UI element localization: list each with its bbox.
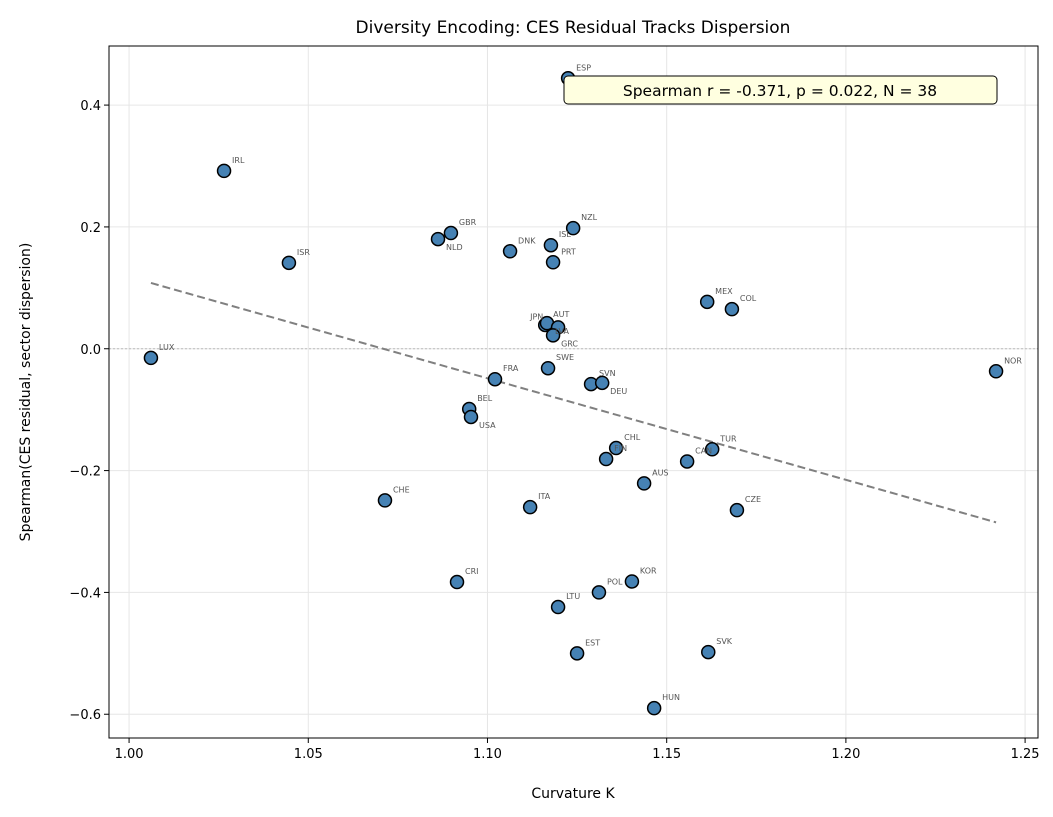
point-label: NZL: [581, 213, 597, 222]
data-point: [522, 499, 538, 515]
grid: [109, 46, 1038, 738]
y-tick-label: −0.4: [69, 586, 101, 601]
y-tick-label: 0.2: [80, 221, 101, 236]
point-label: JPN: [529, 312, 543, 321]
data-point: [463, 409, 479, 425]
data-point: [545, 328, 561, 343]
data-point: [699, 294, 715, 310]
data-point: [729, 502, 745, 518]
data-point: [679, 454, 695, 469]
ticks: 1.00 1.05 1.10 1.15 1.20 1.25 −0.6 −0.4 −0.2 0.0 0…: [69, 99, 1039, 762]
chart-title: Diversity Encoding: CES Residual Tracks …: [356, 18, 791, 38]
point-label: LTU: [566, 592, 580, 601]
data-point: [988, 364, 1004, 379]
data-point: [565, 220, 581, 236]
data-point: [449, 574, 465, 590]
point-label: CAN: [695, 446, 712, 455]
data-point: [646, 700, 662, 716]
data-point: [281, 255, 297, 271]
data-point: [608, 440, 624, 456]
y-tick-label: 0.4: [80, 99, 101, 114]
data-point: [430, 231, 446, 247]
x-tick-label: 1.20: [831, 747, 860, 762]
data-point: [377, 493, 393, 508]
point-label: MEX: [715, 287, 733, 296]
data-point: [216, 163, 232, 179]
data-point: [636, 476, 652, 491]
data-point: [143, 350, 159, 366]
point-label: LUX: [159, 343, 175, 352]
point-label: LVA: [555, 327, 570, 336]
annotation-box: Spearman r = -0.371, p = 0.022, N = 38: [563, 75, 998, 105]
plot-frame: [108, 45, 1039, 739]
point-label: NOR: [1004, 356, 1022, 365]
point-label: AUS: [652, 468, 668, 477]
point-label: COL: [740, 294, 757, 303]
point-labels: ESP IRL ISR LUX GBR NLD DNK ISL PRT NZL AUT LVA JPN G…: [159, 63, 1022, 702]
point-label: EST: [585, 638, 600, 647]
point-label: ISR: [297, 248, 310, 257]
point-label: DEU: [610, 387, 627, 396]
point-label: ESP: [576, 63, 591, 72]
point-label: AUT: [553, 310, 569, 319]
data-point: [591, 585, 607, 600]
point-label: CHE: [393, 485, 410, 494]
point-label: POL: [607, 577, 623, 586]
point-label: SWE: [556, 353, 574, 362]
y-tick-label: −0.6: [69, 708, 101, 723]
trend-line: [150, 281, 997, 524]
point-label: FIN: [614, 444, 627, 453]
point-label: HUN: [662, 693, 680, 702]
data-point: [502, 244, 518, 259]
point-label: TUR: [719, 434, 737, 443]
point-label: ISL: [559, 230, 571, 239]
point-label: KOR: [640, 566, 657, 575]
point-label: GRC: [561, 339, 578, 348]
y-tick-label: 0.0: [80, 343, 101, 358]
point-label: BEL: [477, 394, 493, 403]
point-label: SVK: [716, 637, 733, 646]
point-label: USA: [479, 421, 496, 430]
point-label: PRT: [561, 247, 576, 256]
data-point: [724, 301, 740, 317]
data-point: [624, 574, 640, 589]
data-point: [569, 646, 585, 661]
data-point: [598, 451, 614, 467]
x-tick-label: 1.15: [652, 747, 681, 762]
point-label: FRA: [503, 364, 519, 373]
data-point: [550, 599, 566, 615]
point-label: ITA: [538, 492, 551, 501]
y-tick-label: −0.2: [69, 465, 101, 480]
data-point: [701, 644, 716, 660]
data-point: [540, 360, 556, 376]
y-axis-label: Spearman(CES residual, sector dispersion…: [18, 243, 34, 542]
data-point: [487, 371, 503, 387]
data-point: [543, 237, 559, 253]
data-point: [704, 442, 720, 457]
point-label: DNK: [518, 236, 536, 245]
point-label: CZE: [745, 495, 761, 504]
marks: [109, 71, 1038, 716]
x-tick-label: 1.00: [115, 747, 144, 762]
x-tick-label: 1.05: [294, 747, 323, 762]
point-label: CRI: [465, 567, 479, 576]
x-tick-label: 1.10: [473, 747, 502, 762]
point-label: NLD: [446, 243, 463, 252]
point-label: GBR: [459, 218, 477, 227]
point-label: CHL: [624, 433, 641, 442]
annotation-text: Spearman r = -0.371, p = 0.022, N = 38: [623, 82, 937, 100]
data-point: [594, 375, 610, 391]
point-label: SVN: [599, 369, 616, 378]
data-point: [545, 255, 561, 270]
x-axis-label: Curvature K: [531, 786, 615, 802]
point-label: IRL: [232, 156, 245, 165]
data-point: [443, 225, 459, 241]
x-tick-label: 1.25: [1011, 747, 1040, 762]
